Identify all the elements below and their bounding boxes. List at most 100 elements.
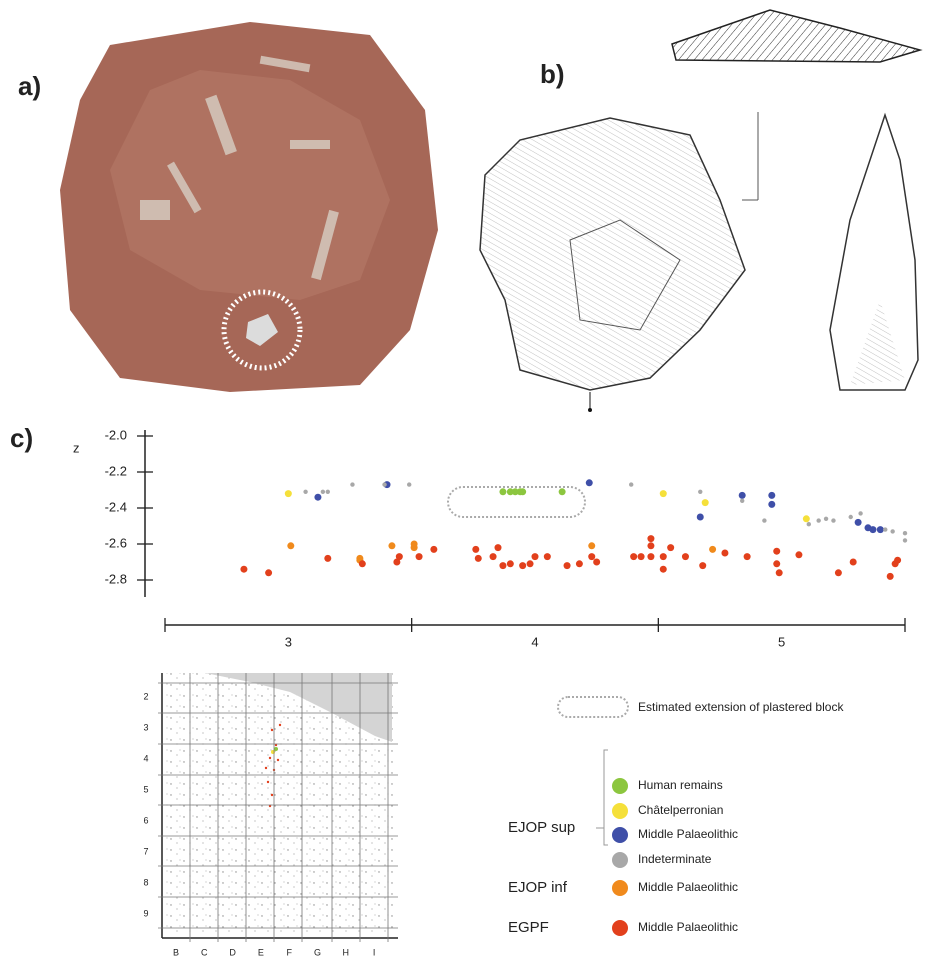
point xyxy=(558,488,566,496)
panel-label: c) xyxy=(10,423,33,453)
legend-brace xyxy=(596,749,608,846)
point xyxy=(543,553,551,561)
point xyxy=(775,569,783,577)
point xyxy=(667,544,675,552)
block-photo xyxy=(60,22,438,392)
legend-swatch xyxy=(612,827,628,843)
legend-annotation: Estimated extension of plastered block xyxy=(638,700,844,714)
point xyxy=(883,527,888,532)
point xyxy=(287,542,295,550)
legend-group: EJOP sup xyxy=(508,819,575,836)
x-tick-label: 4 xyxy=(531,634,538,649)
point xyxy=(588,553,596,561)
y-tick-label: -2.8 xyxy=(105,571,127,586)
legend-swatch xyxy=(612,803,628,819)
map-row-label: 7 xyxy=(143,846,148,856)
point xyxy=(869,526,877,534)
point xyxy=(738,491,746,499)
point xyxy=(382,482,387,487)
point xyxy=(629,482,634,487)
point xyxy=(395,553,403,561)
legend-swatch xyxy=(612,880,628,896)
point xyxy=(894,556,902,564)
point xyxy=(795,551,803,559)
legend-group: EGPF xyxy=(508,919,549,936)
point xyxy=(410,544,418,552)
map-row-label: 6 xyxy=(143,815,148,825)
panel-label: b) xyxy=(540,59,565,89)
point xyxy=(325,489,330,494)
point xyxy=(393,558,401,566)
point xyxy=(848,514,853,520)
legend-swatch xyxy=(612,778,628,794)
point xyxy=(834,569,842,577)
map-row-label: 2 xyxy=(143,691,148,701)
legend-swatch xyxy=(612,920,628,936)
point xyxy=(407,482,412,487)
point xyxy=(324,554,332,562)
point xyxy=(563,562,571,570)
point xyxy=(701,499,709,507)
point xyxy=(902,538,908,543)
point xyxy=(699,562,707,570)
point xyxy=(494,544,502,552)
point xyxy=(762,518,767,523)
legend-label: Human remains xyxy=(638,778,723,792)
map-column-label: D xyxy=(229,947,236,957)
legend-label: Middle Palaeolithic xyxy=(638,827,738,841)
point xyxy=(831,518,836,523)
point xyxy=(806,522,811,527)
point xyxy=(526,560,534,568)
map-column-label: F xyxy=(286,947,292,957)
map-column-label: B xyxy=(173,947,179,957)
y-tick-label: -2.4 xyxy=(105,499,127,514)
point xyxy=(858,511,863,516)
point xyxy=(320,489,326,494)
map-column-label: I xyxy=(373,947,376,957)
map-column-label: C xyxy=(201,947,208,957)
point xyxy=(314,493,322,501)
point xyxy=(768,491,776,499)
map-column-label: H xyxy=(343,947,350,957)
x-tick-label: 3 xyxy=(285,634,292,649)
point xyxy=(575,560,583,568)
site-map: 2 3 4 5 6 7 8 9 B C D E F G H I xyxy=(143,673,398,957)
legend-label: Indeterminate xyxy=(638,852,712,866)
point xyxy=(647,542,655,550)
legend-label: Middle Palaeolithic xyxy=(638,880,738,894)
point xyxy=(474,554,482,562)
point xyxy=(647,553,655,561)
point xyxy=(802,515,810,523)
legend-label: Châtelperronian xyxy=(638,803,723,817)
point xyxy=(240,565,248,573)
point xyxy=(768,500,776,508)
map-column-label: G xyxy=(314,947,321,957)
point xyxy=(659,565,667,573)
point xyxy=(659,553,667,561)
point xyxy=(358,560,366,568)
point xyxy=(284,490,292,498)
point xyxy=(849,558,857,566)
map-row-label: 5 xyxy=(143,784,148,794)
point xyxy=(585,479,593,487)
point xyxy=(430,545,438,553)
point xyxy=(415,553,423,561)
point xyxy=(265,569,273,577)
point xyxy=(698,489,703,494)
y-axis-label: z xyxy=(73,440,80,455)
y-tick-label: -2.2 xyxy=(105,463,127,478)
legend-block-symbol xyxy=(557,696,629,718)
y-tick-label: -2.6 xyxy=(105,535,127,550)
point xyxy=(519,562,527,570)
x-tick-label: 5 xyxy=(778,634,785,649)
map-shaded-area xyxy=(205,673,392,742)
point xyxy=(593,558,601,566)
point xyxy=(489,553,497,561)
point xyxy=(506,488,514,496)
point xyxy=(709,545,717,553)
point xyxy=(588,542,596,550)
point xyxy=(388,542,396,550)
map-row-label: 4 xyxy=(143,753,148,763)
point xyxy=(854,518,862,526)
point xyxy=(637,553,645,561)
